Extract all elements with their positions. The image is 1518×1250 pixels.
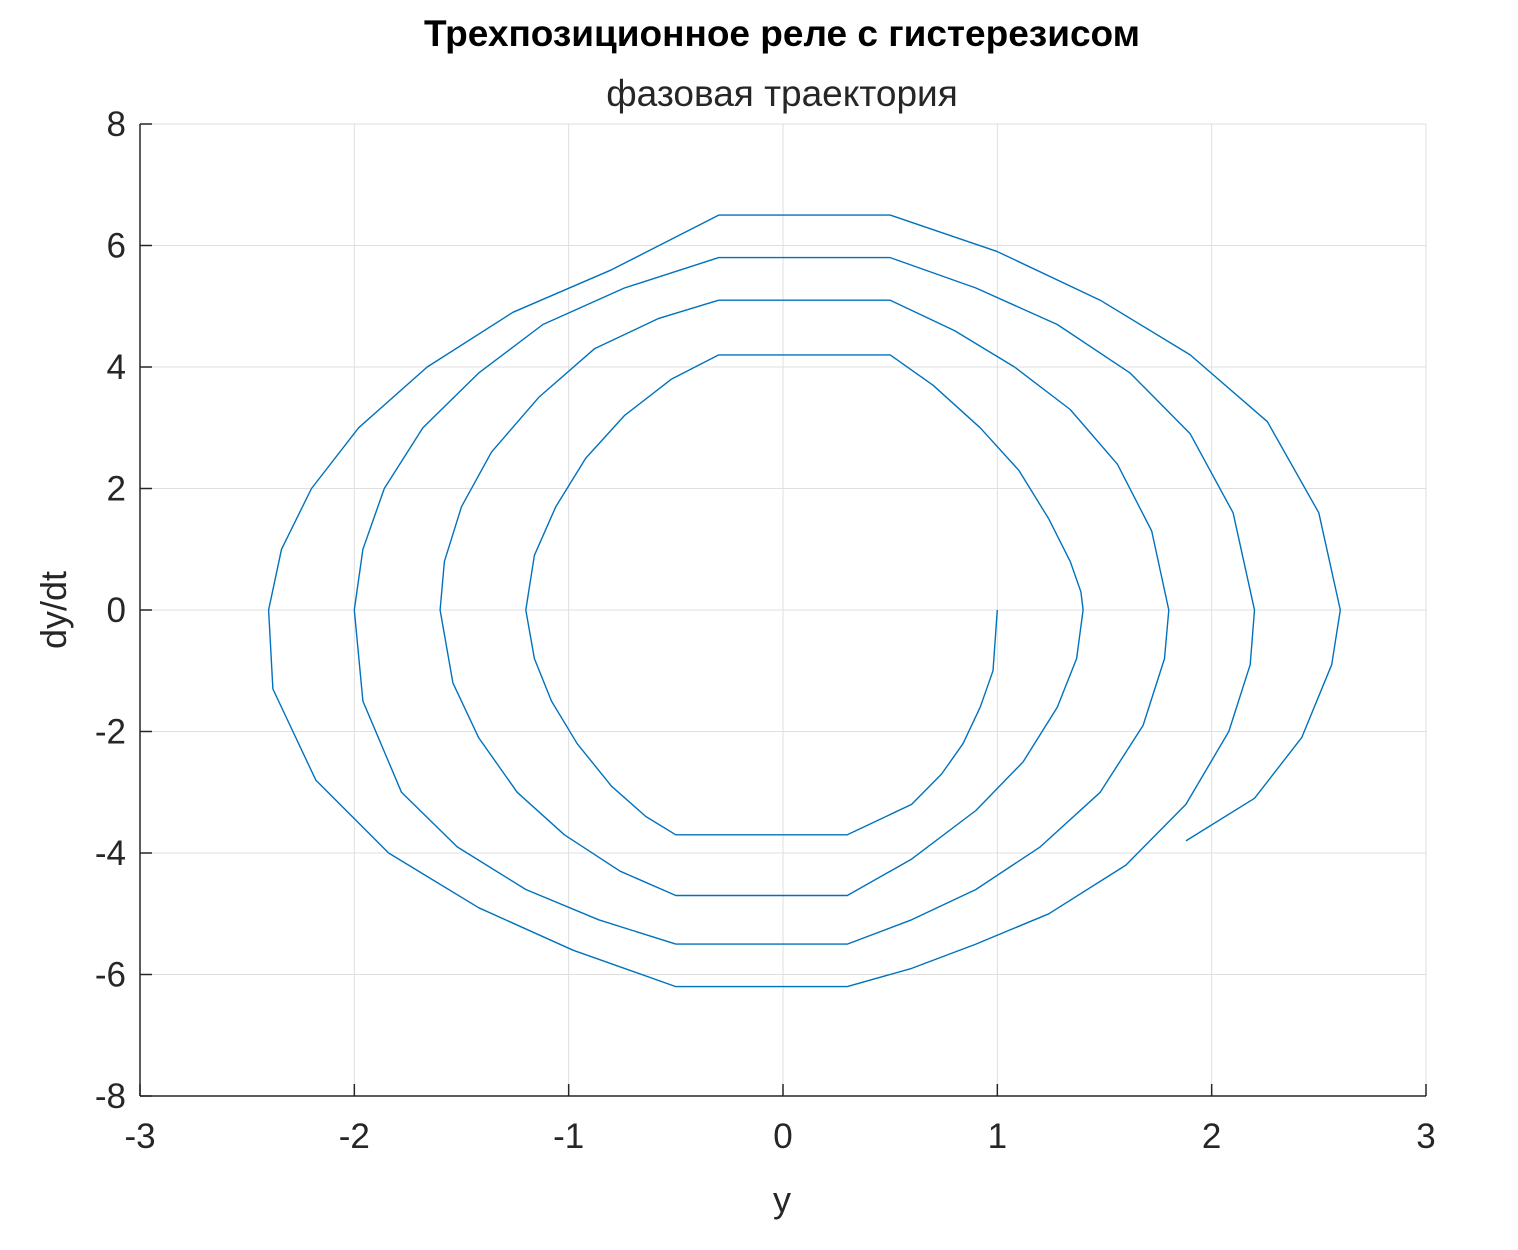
y-axis-label: dy/dt: [33, 571, 74, 649]
y-tick-label: 4: [107, 348, 126, 387]
x-tick-label: -2: [339, 1117, 370, 1156]
x-axis-label: y: [773, 1179, 791, 1220]
y-tick-label: -8: [95, 1077, 126, 1116]
y-tick-label: -2: [95, 713, 126, 752]
x-tick-label: 1: [988, 1117, 1007, 1156]
trajectory-line: [267, 214, 1342, 988]
y-tick-label: 0: [107, 591, 126, 630]
y-tick-label: 2: [107, 470, 126, 509]
chart-title: Трехпозиционное реле с гистерезисом: [424, 13, 1140, 54]
y-tick-label: -6: [95, 956, 126, 995]
chart-subtitle: фазовая траектория: [606, 73, 958, 114]
x-tick-label: 3: [1416, 1117, 1435, 1156]
x-tick-label: -3: [124, 1117, 155, 1156]
y-tick-label: 8: [107, 105, 126, 144]
axes: [139, 123, 1427, 1097]
x-tick-label: 0: [773, 1117, 792, 1156]
series: [267, 214, 1342, 988]
x-tick-label: 2: [1202, 1117, 1221, 1156]
x-tick-label: -1: [553, 1117, 584, 1156]
y-tick-label: -4: [95, 834, 126, 873]
y-tick-label: 6: [107, 227, 126, 266]
tick-labels: -3 -2 -1 0 1 2 3 -8 -6 -4 -2 0 2 4 6 8: [95, 105, 1436, 1156]
